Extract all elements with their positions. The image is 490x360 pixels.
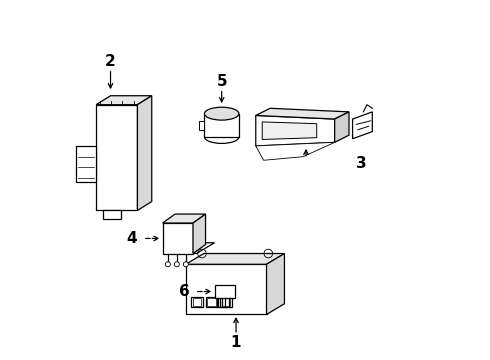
Polygon shape [163, 223, 193, 253]
Circle shape [183, 262, 188, 267]
Text: 1: 1 [231, 334, 241, 350]
Polygon shape [191, 297, 203, 307]
Text: 6: 6 [179, 284, 190, 299]
Polygon shape [267, 253, 285, 315]
Polygon shape [186, 243, 215, 253]
Polygon shape [207, 298, 216, 306]
Polygon shape [205, 297, 218, 307]
Text: 3: 3 [356, 156, 367, 171]
Polygon shape [353, 112, 372, 139]
Polygon shape [262, 122, 317, 139]
Text: 4: 4 [127, 231, 137, 246]
Polygon shape [256, 142, 335, 160]
Polygon shape [186, 264, 267, 315]
Polygon shape [186, 253, 285, 264]
Polygon shape [215, 285, 235, 298]
Polygon shape [137, 96, 152, 211]
Polygon shape [96, 96, 152, 105]
Polygon shape [103, 211, 122, 220]
Polygon shape [96, 105, 137, 211]
Polygon shape [221, 298, 230, 306]
Polygon shape [76, 146, 96, 182]
Ellipse shape [204, 107, 239, 120]
Polygon shape [256, 108, 349, 119]
Circle shape [166, 262, 171, 267]
Circle shape [174, 262, 179, 267]
Polygon shape [193, 214, 205, 253]
Text: 5: 5 [217, 74, 227, 89]
Polygon shape [335, 112, 349, 142]
Polygon shape [220, 297, 232, 307]
Polygon shape [256, 116, 335, 146]
Polygon shape [193, 298, 201, 306]
Text: 2: 2 [105, 54, 116, 69]
Polygon shape [199, 121, 204, 130]
Polygon shape [163, 214, 205, 223]
Polygon shape [204, 114, 239, 137]
